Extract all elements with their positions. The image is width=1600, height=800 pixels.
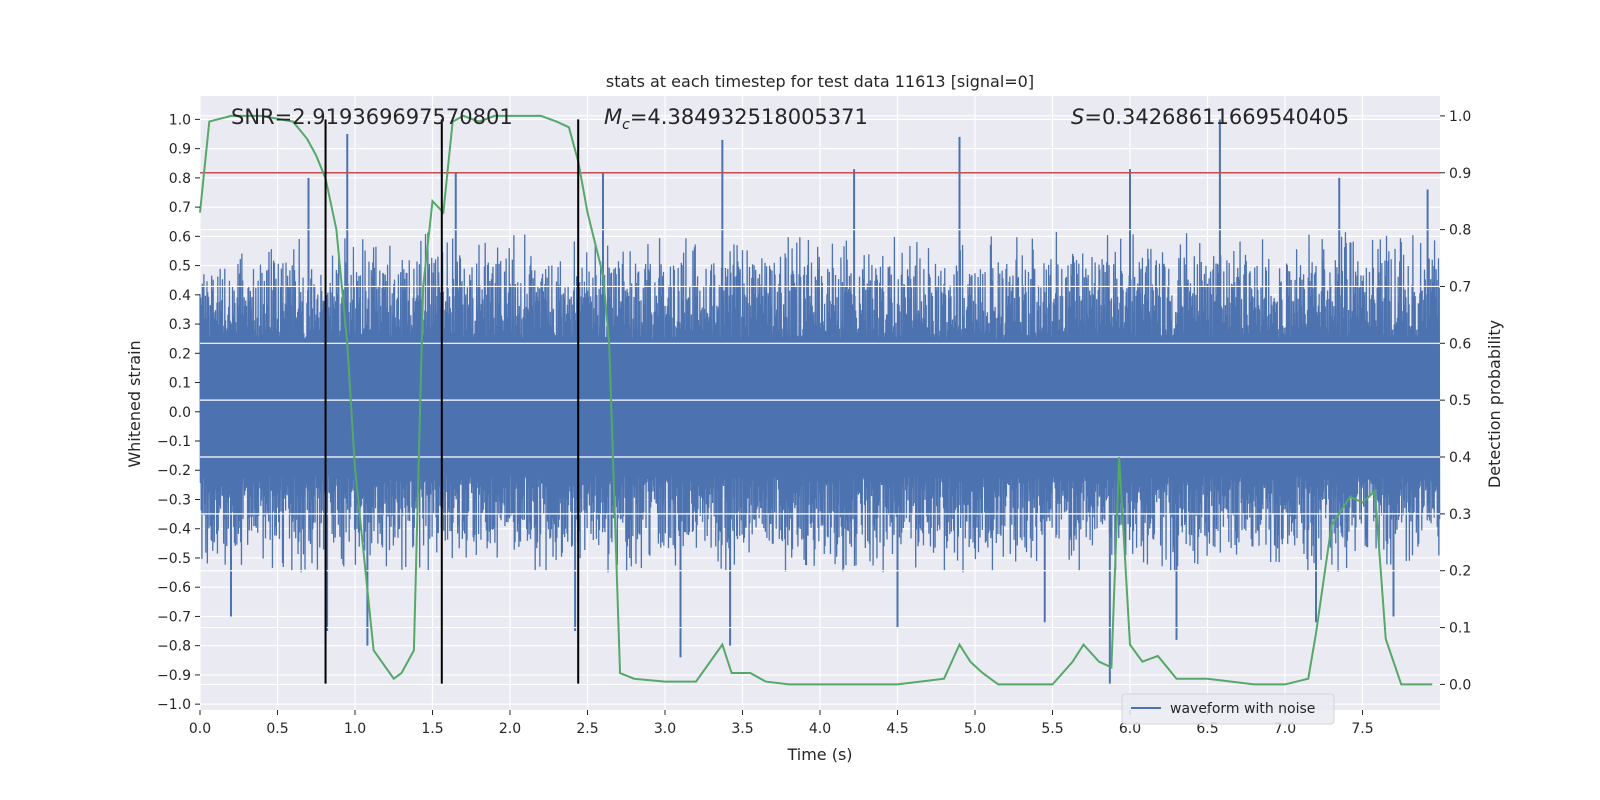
y-left-tick-label: 0.6 bbox=[169, 229, 191, 245]
s-symbol: S bbox=[1071, 105, 1084, 129]
strain-series bbox=[199, 119, 1441, 684]
x-tick-label: 3.5 bbox=[731, 721, 753, 737]
y-left-tick-label: 0.1 bbox=[169, 376, 191, 392]
x-tick-label: 7.5 bbox=[1351, 721, 1373, 737]
probability-series bbox=[199, 114, 1433, 686]
y-left-tick-label: 0.4 bbox=[169, 288, 191, 304]
vertical-markers bbox=[324, 119, 580, 684]
x-tick-label: 5.0 bbox=[964, 721, 986, 737]
x-tick-label: 2.0 bbox=[499, 721, 521, 737]
y-left-tick-label: 0.5 bbox=[169, 259, 191, 275]
x-tick-label: 1.5 bbox=[421, 721, 443, 737]
y-right-axis-label: Detection probability bbox=[1485, 320, 1504, 488]
x-axis-label: Time (s) bbox=[786, 745, 852, 764]
snr-annotation: SNR=2.919369697570801 bbox=[231, 105, 513, 129]
y-right-tick-label: 0.3 bbox=[1449, 507, 1471, 523]
x-tick-label: 0.0 bbox=[189, 721, 211, 737]
y-left-tick-label: −0.7 bbox=[157, 609, 191, 625]
chirp-mass-annotation: Mc=4.384932518005371 bbox=[604, 105, 868, 133]
y-left-tick-label: 0.0 bbox=[169, 405, 191, 421]
y-right-tick-label: 0.4 bbox=[1449, 450, 1471, 466]
y-left-tick-label: 1.0 bbox=[169, 112, 191, 128]
y-left-tick-label: −0.3 bbox=[157, 492, 191, 508]
x-tick-label: 7.0 bbox=[1274, 721, 1296, 737]
y-right-tick-label: 0.0 bbox=[1449, 677, 1471, 693]
y-right-tick-label: 0.2 bbox=[1449, 564, 1471, 580]
strain-core-band bbox=[200, 347, 1440, 471]
mc-value: =4.384932518005371 bbox=[630, 105, 868, 129]
x-tick-label: 5.5 bbox=[1041, 721, 1063, 737]
y-left-tick-label: −1.0 bbox=[157, 697, 191, 713]
y-right-tick-label: 0.8 bbox=[1449, 223, 1471, 239]
y-left-tick-label: −0.5 bbox=[157, 551, 191, 567]
x-tick-label: 4.5 bbox=[886, 721, 908, 737]
y-right-tick-label: 0.6 bbox=[1449, 336, 1471, 352]
y-left-tick-label: −0.1 bbox=[157, 434, 191, 450]
x-tick-label: 0.5 bbox=[266, 721, 288, 737]
legend: waveform with noise bbox=[1121, 693, 1335, 725]
probability-line bbox=[199, 114, 1433, 686]
x-tick-label: 3.0 bbox=[654, 721, 676, 737]
x-axis-ticks: 0.0 0.5 1.0 1.5 2.0 2.5 3.0 3.5 4.0 4.5 5.0 5.5 6.0 6… bbox=[189, 710, 1374, 737]
y-left-tick-label: −0.6 bbox=[157, 580, 191, 596]
y-left-tick-label: 0.3 bbox=[169, 317, 191, 333]
s-value: =0.34268611669540405 bbox=[1084, 105, 1349, 129]
y-left-tick-label: 0.7 bbox=[169, 200, 191, 216]
y-right-tick-label: 0.5 bbox=[1449, 393, 1471, 409]
y-right-tick-label: 0.1 bbox=[1449, 621, 1471, 637]
y-left-tick-label: 0.8 bbox=[169, 171, 191, 187]
y-left-tick-label: 0.2 bbox=[169, 346, 191, 362]
s-annotation: S=0.34268611669540405 bbox=[1071, 105, 1349, 129]
y-left-tick-label: −0.8 bbox=[157, 639, 191, 655]
legend-box bbox=[1121, 693, 1335, 725]
chart-title: stats at each timestep for test data 116… bbox=[606, 72, 1034, 91]
y-right-tick-label: 1.0 bbox=[1449, 109, 1471, 125]
y-left-tick-label: −0.4 bbox=[157, 522, 191, 538]
legend-label: waveform with noise bbox=[1170, 701, 1315, 717]
y-right-tick-label: 0.7 bbox=[1449, 279, 1471, 295]
y-right-tick-label: 0.9 bbox=[1449, 166, 1471, 182]
y-left-axis-label: Whitened strain bbox=[125, 340, 144, 467]
x-tick-label: 1.0 bbox=[344, 721, 366, 737]
x-tick-label: 4.0 bbox=[809, 721, 831, 737]
x-tick-label: 2.5 bbox=[576, 721, 598, 737]
mc-symbol: M bbox=[604, 105, 622, 129]
y-left-axis-ticks: −1.0 −0.9 −0.8 −0.7 −0.6 −0.5 −0.4 −0.3 −0.2 −0.1… bbox=[157, 112, 200, 713]
y-left-tick-label: −0.2 bbox=[157, 463, 191, 479]
y-right-axis-ticks: 0.0 0.1 0.2 0.3 0.4 0.5 0.6 0.7 0.8 0.9 1.0 bbox=[1440, 109, 1471, 693]
y-left-tick-label: 0.9 bbox=[169, 142, 191, 158]
x-tick-label: 6.5 bbox=[1196, 721, 1218, 737]
mc-subscript: c bbox=[622, 117, 630, 133]
x-tick-label: 6.0 bbox=[1119, 721, 1141, 737]
y-left-tick-label: −0.9 bbox=[157, 668, 191, 684]
